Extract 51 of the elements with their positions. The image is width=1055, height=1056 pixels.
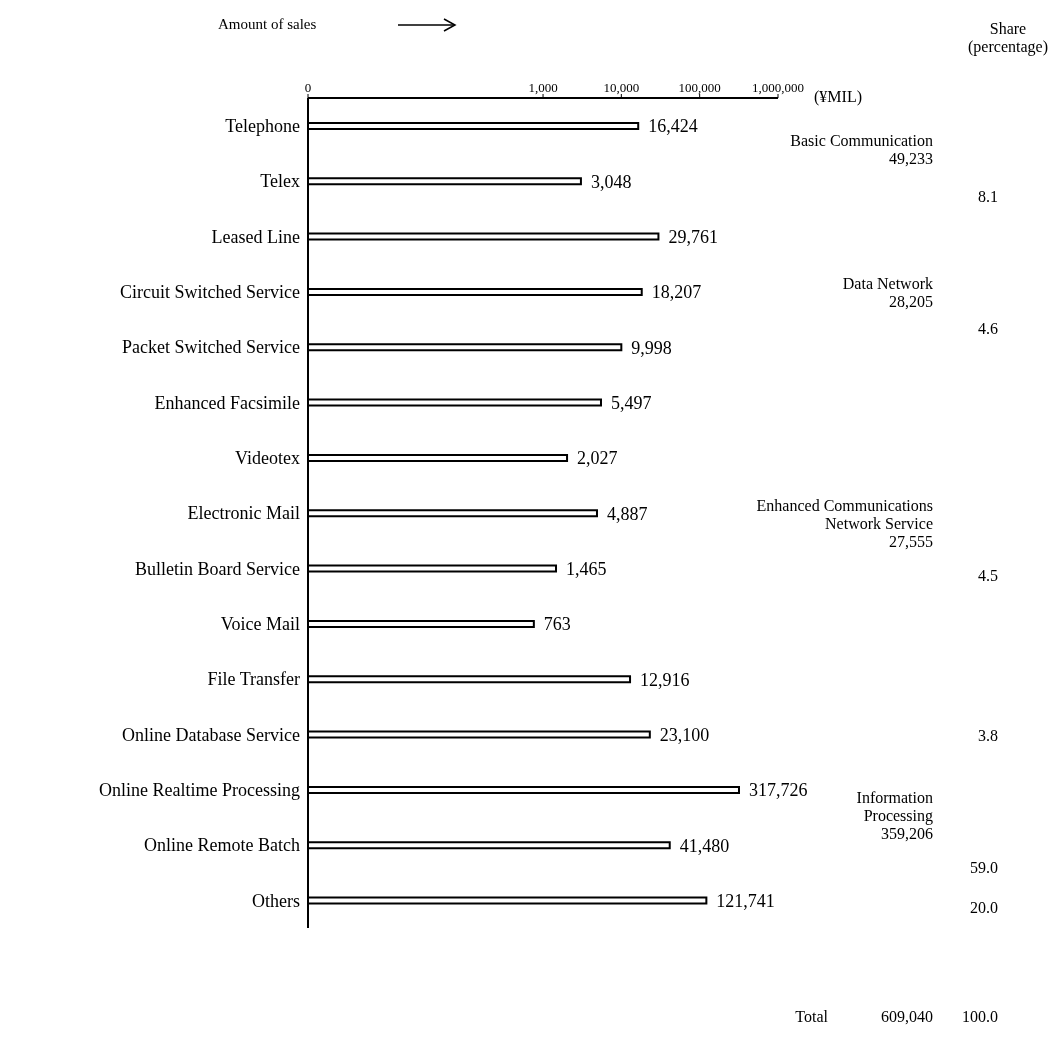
data-label: 1,465 [566, 558, 607, 579]
data-label: 23,100 [659, 724, 710, 745]
y-tick-label: File Transfer [207, 669, 300, 690]
y-tick-label: Packet Switched Service [122, 337, 300, 358]
y-tick-label: Bulletin Board Service [135, 558, 300, 579]
text: 3.8 [978, 727, 998, 746]
text: 609,040 [881, 1008, 933, 1026]
data-label: 3,048 [590, 171, 632, 192]
x-axis-title: Amount of sales [218, 16, 317, 33]
text: 8.1 [978, 188, 998, 207]
data-label: 16,424 [648, 116, 698, 137]
text: Share (percentage) [967, 20, 1049, 56]
y-tick-label: Telephone [225, 116, 300, 137]
text: (¥MIL) [814, 88, 862, 106]
text: Basic Communication 49,233 [790, 132, 933, 168]
y-tick-label: Leased Line [211, 226, 301, 247]
data-label: 18,207 [651, 282, 702, 303]
x-tick-label: 1,000 [528, 80, 558, 95]
data-label: 12,916 [640, 669, 690, 690]
data-label: 763 [543, 614, 571, 635]
x-tick-label: 1,000,000 [752, 80, 804, 95]
data-label: 317,726 [748, 780, 808, 801]
annotation: Enhanced Communications Network Service 27,555 [756, 496, 933, 551]
text: 4.5 [978, 566, 998, 585]
y-tick-label: Online Remote Batch [144, 835, 300, 856]
data-label: 9,998 [631, 337, 672, 358]
y-tick-label: Online Realtime Processing [99, 780, 300, 801]
x-tick-label: 100,000 [678, 80, 721, 95]
x-tick-label: 0 [304, 80, 312, 95]
y-tick-label: Telex [260, 171, 300, 192]
y-tick-label: Voice Mail [220, 614, 300, 635]
y-tick-label: Online Database Service [122, 724, 300, 745]
text: Total [795, 1008, 828, 1026]
data-label: 4,887 [606, 503, 648, 524]
data-label: 121,741 [716, 890, 775, 911]
y-tick-label: Electronic Mail [187, 503, 300, 524]
y-tick-label: Enhanced Facsimile [154, 392, 301, 413]
data-label: 2,027 [577, 448, 618, 469]
text: 59.0 [970, 859, 998, 878]
x-tick-label: 10,000 [603, 80, 640, 95]
y-tick-label: Videotex [235, 448, 300, 469]
text: 20.0 [970, 899, 998, 918]
text: 100.0 [962, 1008, 998, 1026]
text: 4.6 [978, 320, 998, 339]
data-label: 29,761 [668, 226, 718, 247]
y-tick-label: Others [252, 890, 300, 911]
y-tick-label: Circuit Switched Service [120, 282, 300, 303]
text: Information Processing 359,206 [856, 789, 933, 844]
text: Data Network 28,205 [842, 275, 933, 312]
data-label: 41,480 [679, 835, 730, 856]
data-label: 5,497 [610, 392, 652, 413]
